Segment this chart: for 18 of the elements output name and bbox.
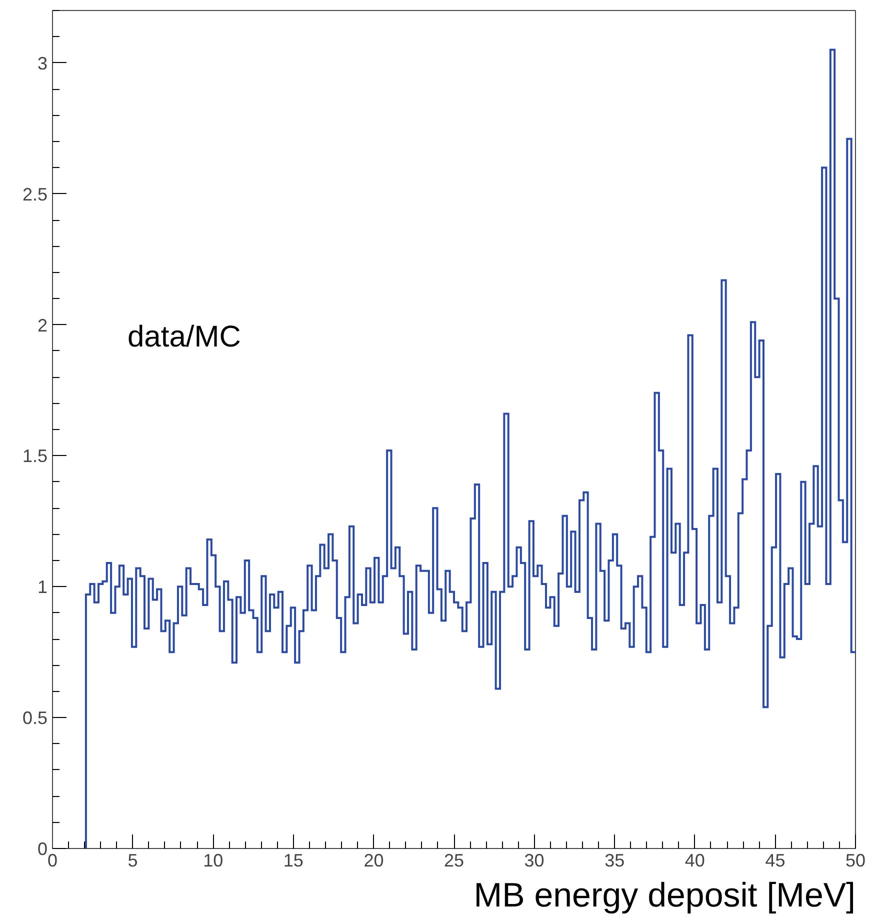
x-tick-label: 50 bbox=[845, 850, 866, 870]
x-tick-label: 40 bbox=[684, 850, 705, 870]
y-tick-label: 1.5 bbox=[22, 446, 48, 466]
y-tick-label: 2.5 bbox=[22, 184, 48, 204]
x-axis-title: MB energy deposit [MeV] bbox=[474, 876, 856, 914]
annotation: data/MC bbox=[128, 320, 241, 354]
y-tick-label: 3 bbox=[37, 53, 48, 74]
x-tick-label: 30 bbox=[524, 850, 544, 870]
y-tick-label: 1 bbox=[37, 577, 48, 598]
x-tick-label: 45 bbox=[765, 850, 786, 870]
x-tick-label: 20 bbox=[364, 850, 384, 870]
x-tick-label: 10 bbox=[203, 850, 224, 870]
x-tick-label: 15 bbox=[283, 850, 304, 870]
x-tick-label: 35 bbox=[604, 850, 625, 870]
x-tick-label: 25 bbox=[444, 850, 464, 870]
y-tick-label: 2 bbox=[37, 315, 48, 336]
y-tick-label: 0.5 bbox=[22, 708, 48, 728]
x-tick-label: 5 bbox=[128, 850, 138, 870]
